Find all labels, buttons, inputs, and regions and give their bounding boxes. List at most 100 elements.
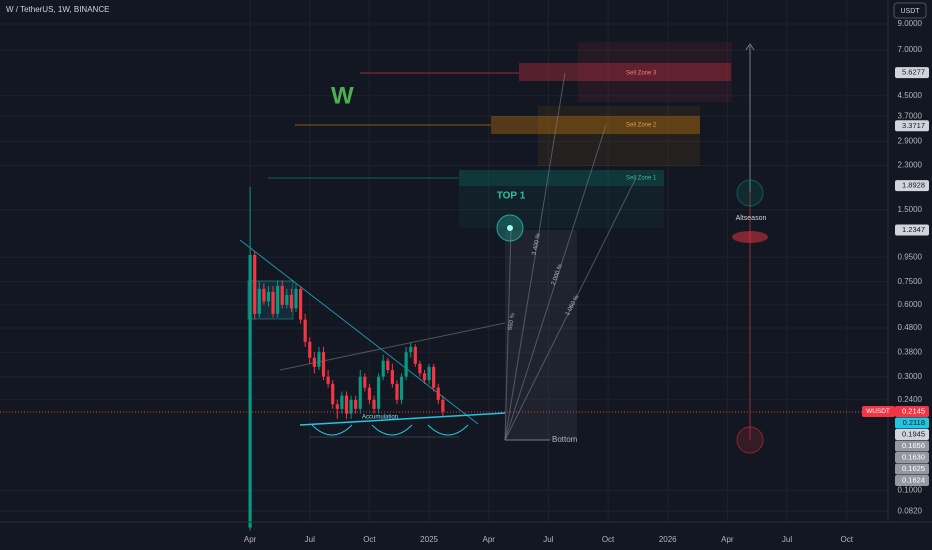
- price-label: 0.1630: [902, 452, 925, 461]
- symbol-tag: WUSDT: [866, 408, 890, 415]
- candle-body: [441, 399, 445, 412]
- x-tick-label: Oct: [840, 535, 853, 544]
- y-tick-label: 0.3800: [898, 347, 923, 356]
- y-tick-label: 0.0820: [898, 506, 923, 515]
- y-tick-label: 3.7000: [898, 111, 923, 120]
- candle-body: [262, 288, 266, 302]
- y-tick-label: 2.3000: [898, 161, 923, 170]
- candle-body: [399, 376, 404, 400]
- candle-body: [257, 288, 261, 314]
- price-label: 0.1625: [902, 464, 925, 473]
- axis-labels: 9.0000 7.0000 4.5000 3.7000 2.9000 2.3000 1.50…: [244, 19, 929, 544]
- candle-body: [308, 341, 312, 358]
- fan-label: 660 %: [508, 312, 517, 330]
- zone-bg: [538, 106, 700, 166]
- candle-body: [422, 373, 427, 381]
- x-tick-label: Apr: [483, 535, 496, 544]
- candle-body: [289, 294, 294, 309]
- price-label-box: [895, 405, 929, 417]
- candle-body: [354, 399, 358, 409]
- top-label: TOP 1: [497, 191, 526, 202]
- zone-bg: [459, 186, 664, 228]
- y-tick-label: 7.0000: [898, 45, 923, 54]
- zone-label: Sell Zone 3: [626, 71, 657, 77]
- chart-title: W / TetherUS, 1W, BINANCE: [6, 5, 109, 14]
- candle-body: [377, 376, 381, 409]
- price-label: 0.2145: [902, 406, 925, 415]
- price-label: 0.1656: [902, 441, 925, 450]
- candle-body: [358, 376, 362, 409]
- y-tick-label: 0.9500: [898, 252, 923, 261]
- y-tick-label: 0.3000: [898, 372, 923, 381]
- price-label-box: [895, 417, 929, 429]
- candle-body: [285, 294, 289, 305]
- y-tick-label: 0.1000: [898, 486, 923, 495]
- currency: USDT: [900, 8, 920, 15]
- candle-body: [372, 399, 376, 409]
- price-label: 0.1945: [902, 429, 925, 438]
- candle-body: [349, 399, 353, 414]
- candle-body: [404, 352, 408, 377]
- zone-label: Sell Zone 2: [626, 123, 657, 129]
- price-label: 3.3717: [902, 121, 925, 130]
- candle-body: [294, 288, 298, 309]
- candle-body: [326, 376, 330, 384]
- candle-body: [363, 376, 367, 388]
- x-tick-label: Jul: [305, 535, 315, 544]
- circle: [736, 179, 764, 207]
- x-tick-label: Jul: [782, 535, 792, 544]
- plot: [248, 186, 445, 531]
- candle-body: [298, 288, 303, 320]
- fan-label: 3 400 %: [532, 232, 543, 255]
- candle-body: [321, 352, 326, 377]
- y-tick-label: 2.9000: [898, 137, 923, 146]
- candle-body: [312, 357, 316, 367]
- price-label: 0.2118: [903, 418, 925, 427]
- candle-body: [436, 387, 440, 400]
- candle-body: [253, 254, 257, 314]
- x-tick-label: Oct: [602, 535, 615, 544]
- y-tick-label: 0.2400: [898, 395, 923, 404]
- bottom-label: Bottom: [552, 435, 578, 444]
- candle-body: [409, 346, 413, 353]
- price-label-box: [895, 440, 929, 452]
- candle-body: [344, 395, 349, 414]
- x-tick-label: Apr: [721, 535, 734, 544]
- candle-body: [303, 319, 307, 342]
- x-tick-label: Oct: [363, 535, 376, 544]
- x-tick-label: 2026: [659, 535, 677, 544]
- x-tick-label: 2025: [420, 535, 438, 544]
- projection-box: [505, 230, 577, 440]
- x-tick-label: Apr: [244, 535, 257, 544]
- y-tick-label: 0.7500: [898, 277, 923, 286]
- zone-bg: [578, 42, 732, 102]
- price-label-box: [895, 224, 929, 236]
- candle-body: [335, 404, 339, 409]
- candle-body: [280, 285, 284, 305]
- candle-body: [317, 352, 321, 367]
- y-tick-label: 9.0000: [898, 19, 923, 28]
- y-tick-label: 0.4800: [898, 323, 923, 332]
- candle-body: [266, 291, 271, 302]
- y-tick-label: 4.5000: [898, 91, 923, 100]
- candle-body: [390, 370, 394, 384]
- price-label: 0.1624: [902, 475, 925, 484]
- y-tick-label: 0.6000: [898, 300, 923, 309]
- top-dot: [507, 225, 513, 231]
- candle-body: [248, 254, 252, 528]
- candle-body: [331, 383, 335, 405]
- candle-body: [381, 360, 385, 377]
- arrow-head: [745, 43, 755, 51]
- sell-zone-2: [491, 116, 700, 134]
- candle-body: [271, 291, 275, 314]
- x-tick-label: Jul: [543, 535, 553, 544]
- y-tick-label: 1.5000: [898, 205, 923, 214]
- price-label-box: [895, 120, 929, 132]
- price-label-box: [895, 67, 929, 79]
- candle-body: [427, 366, 431, 381]
- price-label: 5.6277: [902, 68, 925, 77]
- candle-body: [386, 360, 390, 371]
- price-label-box: [895, 428, 929, 440]
- candle-body: [413, 346, 417, 364]
